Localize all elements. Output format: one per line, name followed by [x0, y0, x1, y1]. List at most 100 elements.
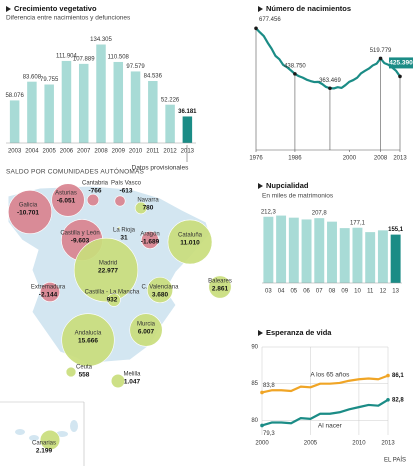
bar [61, 60, 72, 143]
bar [44, 84, 54, 143]
region-value: -766 [88, 188, 101, 195]
point [254, 26, 258, 31]
bar [130, 71, 141, 143]
x-tick-label: 2012 [163, 149, 177, 155]
value-label: 677.456 [259, 17, 281, 23]
bubble [146, 276, 174, 304]
x-tick-label: 2013 [393, 156, 407, 162]
x-tick-label: 03 [265, 289, 272, 295]
map-shape [15, 429, 25, 435]
region-name: Galicia [19, 203, 38, 209]
bubble [110, 373, 126, 389]
bubble [107, 293, 121, 307]
x-tick-label: 2008 [94, 149, 108, 155]
chart-title: SALDO POR COMUNIDADES AUTÓNOMAS [6, 167, 144, 176]
series-label: A los 65 años [310, 371, 350, 378]
line [261, 374, 389, 394]
value-label: 36.181 [178, 109, 197, 115]
bar [314, 218, 325, 283]
bubble [129, 313, 163, 347]
region-name: Extremadura [31, 285, 66, 291]
map-shape [29, 435, 39, 441]
value-label: 83,8 [263, 383, 275, 389]
x-tick-label: 2013 [181, 149, 195, 155]
region-name: País Vasco [111, 181, 142, 187]
x-tick-label: 2006 [60, 149, 74, 155]
point [328, 86, 332, 91]
value-label: 79,3 [263, 431, 275, 437]
region-name: Asturias [55, 191, 77, 197]
region-value: 2.861 [212, 286, 229, 293]
y-tick-label: 90 [251, 345, 258, 351]
point [260, 390, 264, 395]
chart-subtitle: En miles de matrimonios [262, 193, 334, 200]
bubble [167, 219, 213, 265]
region-value: 15.666 [78, 338, 98, 345]
region-name: Madrid [99, 261, 117, 267]
value-label: 134.305 [90, 37, 112, 43]
title-marker [258, 330, 263, 336]
x-tick-label: 10 [354, 289, 361, 295]
region-value: 932 [107, 297, 118, 304]
value-label: 155,1 [388, 227, 404, 233]
bar [78, 63, 89, 143]
x-tick-label: 09 [341, 289, 348, 295]
value-label: 425.390 [389, 60, 413, 67]
bar [288, 217, 299, 283]
x-tick-label: 2013 [381, 441, 395, 447]
bar [377, 230, 388, 283]
value-label: 438.750 [284, 63, 306, 69]
x-tick-label: 11 [367, 289, 374, 295]
region-value: 2.199 [36, 448, 53, 455]
value-label: 97.579 [126, 64, 145, 70]
bubble [51, 183, 85, 217]
bubble [208, 275, 232, 299]
bar [182, 116, 193, 143]
title-marker [258, 6, 263, 12]
region-name: Baleares [208, 279, 232, 285]
x-tick-label: 05 [290, 289, 297, 295]
x-tick-label: 07 [316, 289, 323, 295]
region-value: -6.051 [57, 198, 76, 205]
region-value: 558 [79, 372, 90, 379]
bubble [141, 231, 159, 249]
x-tick-label: 1976 [249, 156, 263, 162]
bubble [7, 189, 53, 235]
bar [365, 232, 376, 283]
region-value: 6.007 [138, 329, 155, 336]
region-value: 22.977 [98, 268, 118, 275]
line [255, 27, 401, 90]
region-value: 780 [143, 205, 154, 212]
bar [27, 81, 37, 143]
bubble [61, 313, 115, 367]
x-tick-label: 1986 [288, 156, 302, 162]
region-name: Murcia [137, 322, 156, 328]
region-value: 3.680 [152, 292, 169, 299]
value-label: 83.608 [23, 74, 42, 80]
region-name: Navarra [137, 198, 159, 204]
value-label: 107.889 [73, 56, 95, 62]
x-tick-label: 2007 [77, 149, 91, 155]
region-name: Melilla [123, 372, 141, 378]
value-label: 52.226 [161, 97, 180, 103]
bar [339, 228, 350, 283]
x-tick-label: 2005 [43, 149, 57, 155]
bubble [39, 429, 61, 451]
bubble [134, 201, 148, 215]
bar [276, 215, 287, 283]
region-value: -9.603 [71, 238, 90, 245]
point [293, 72, 297, 76]
bar [263, 216, 274, 283]
value-label: 110.508 [108, 55, 130, 61]
x-tick-label: 13 [392, 289, 399, 295]
title-marker [258, 183, 263, 189]
region-name: Ceuta [76, 365, 93, 371]
x-tick-label: 12 [380, 289, 387, 295]
region-name: Andalucía [75, 331, 102, 337]
x-tick-label: 2003 [8, 149, 22, 155]
region-value: 11.010 [180, 240, 200, 247]
bubble [39, 281, 61, 303]
x-tick-label: 2000 [343, 156, 357, 162]
